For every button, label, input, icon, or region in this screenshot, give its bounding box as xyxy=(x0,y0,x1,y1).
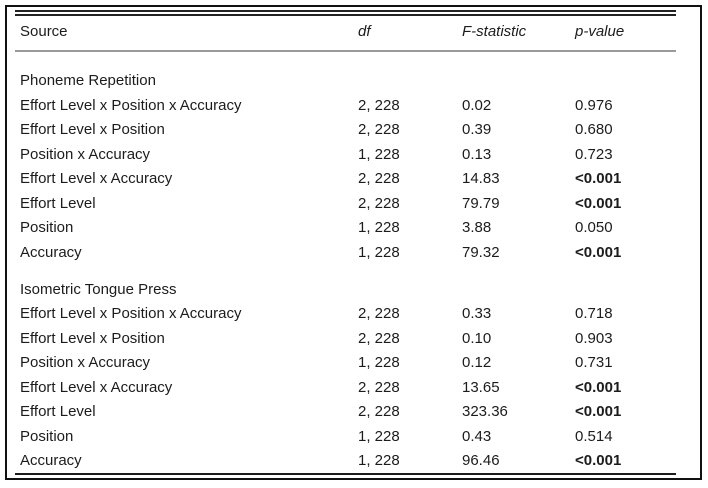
row-p-value: 0.723 xyxy=(575,145,613,163)
row-source: Position xyxy=(20,219,74,237)
row-df: 2, 228 xyxy=(358,378,400,396)
table-row: Position 1, 228 3.88 0.050 xyxy=(7,216,700,241)
table-row: Effort Level x Position 2, 228 0.39 0.68… xyxy=(7,118,700,143)
row-df: 1, 228 xyxy=(358,427,400,445)
row-f-statistic: 0.39 xyxy=(462,121,492,139)
results-table: Source df F-statistic p-value Phoneme Re… xyxy=(5,5,702,480)
table-row: Position 1, 228 0.43 0.514 xyxy=(7,424,700,449)
row-source: Effort Level x Position xyxy=(20,329,165,347)
row-df: 1, 228 xyxy=(358,243,400,261)
row-p-value: 0.050 xyxy=(575,219,613,237)
table-row: Position x Accuracy 1, 228 0.12 0.731 xyxy=(7,351,700,376)
column-header-df: df xyxy=(358,22,371,40)
header-rule xyxy=(15,50,676,52)
row-f-statistic: 0.10 xyxy=(462,329,492,347)
row-p-value: 0.718 xyxy=(575,305,613,323)
row-p-value: <0.001 xyxy=(575,452,622,470)
row-df: 2, 228 xyxy=(358,305,400,323)
table-row: Position x Accuracy 1, 228 0.13 0.723 xyxy=(7,142,700,167)
row-p-value: <0.001 xyxy=(575,194,622,212)
row-f-statistic: 14.83 xyxy=(462,170,500,188)
row-source: Position x Accuracy xyxy=(20,354,151,372)
row-f-statistic: 0.43 xyxy=(462,427,492,445)
table-row: Effort Level x Position 2, 228 0.10 0.90… xyxy=(7,326,700,351)
row-f-statistic: 96.46 xyxy=(462,452,500,470)
row-f-statistic: 79.32 xyxy=(462,243,500,261)
table-row: Accuracy 1, 228 79.32 <0.001 xyxy=(7,240,700,265)
row-source: Effort Level x Position xyxy=(20,121,165,139)
row-df: 2, 228 xyxy=(358,121,400,139)
row-p-value: <0.001 xyxy=(575,170,622,188)
row-source: Effort Level xyxy=(20,194,96,212)
row-df: 1, 228 xyxy=(358,354,400,372)
row-p-value: <0.001 xyxy=(575,378,622,396)
row-f-statistic: 0.33 xyxy=(462,305,492,323)
row-df: 2, 228 xyxy=(358,96,400,114)
column-header-p-value: p-value xyxy=(575,22,625,40)
column-header-source: Source xyxy=(20,22,68,40)
row-f-statistic: 0.13 xyxy=(462,145,492,163)
row-f-statistic: 0.12 xyxy=(462,354,492,372)
row-f-statistic: 79.79 xyxy=(462,194,500,212)
row-df: 1, 228 xyxy=(358,452,400,470)
row-source: Accuracy xyxy=(20,243,82,261)
row-source: Effort Level x Position x Accuracy xyxy=(20,305,242,323)
table-header-row: Source df F-statistic p-value xyxy=(7,16,700,46)
row-p-value: 0.731 xyxy=(575,354,613,372)
row-source: Accuracy xyxy=(20,452,82,470)
row-f-statistic: 323.36 xyxy=(462,403,508,421)
row-df: 2, 228 xyxy=(358,194,400,212)
row-source: Effort Level x Accuracy xyxy=(20,170,173,188)
table-row: Effort Level 2, 228 323.36 <0.001 xyxy=(7,400,700,425)
row-p-value: <0.001 xyxy=(575,403,622,421)
row-df: 2, 228 xyxy=(358,329,400,347)
row-p-value: 0.976 xyxy=(575,96,613,114)
row-source: Effort Level xyxy=(20,403,96,421)
row-f-statistic: 13.65 xyxy=(462,378,500,396)
row-df: 1, 228 xyxy=(358,219,400,237)
row-source: Effort Level x Position x Accuracy xyxy=(20,96,242,114)
row-source: Position x Accuracy xyxy=(20,145,151,163)
row-df: 2, 228 xyxy=(358,403,400,421)
row-df: 1, 228 xyxy=(358,145,400,163)
row-df: 2, 228 xyxy=(358,170,400,188)
column-header-f-statistic: F-statistic xyxy=(462,22,527,40)
row-p-value: <0.001 xyxy=(575,243,622,261)
table-row: Accuracy 1, 228 96.46 <0.001 xyxy=(7,449,700,474)
row-p-value: 0.514 xyxy=(575,427,613,445)
row-source: Effort Level x Accuracy xyxy=(20,378,173,396)
row-f-statistic: 0.02 xyxy=(462,96,492,114)
section-title-phoneme-repetition: Phoneme Repetition xyxy=(7,68,700,93)
section-title-label: Phoneme Repetition xyxy=(20,72,156,89)
table-row: Effort Level x Accuracy 2, 228 13.65 <0.… xyxy=(7,375,700,400)
row-p-value: 0.903 xyxy=(575,329,613,347)
section-title-isometric-tongue-press: Isometric Tongue Press xyxy=(7,277,700,302)
section-gap xyxy=(7,265,700,277)
table-row: Effort Level x Position x Accuracy 2, 22… xyxy=(7,93,700,118)
table-row: Effort Level 2, 228 79.79 <0.001 xyxy=(7,191,700,216)
top-double-rule xyxy=(15,10,676,16)
row-f-statistic: 3.88 xyxy=(462,219,492,237)
bottom-rule xyxy=(15,473,676,475)
table-row: Effort Level x Accuracy 2, 228 14.83 <0.… xyxy=(7,167,700,192)
table-row: Effort Level x Position x Accuracy 2, 22… xyxy=(7,302,700,327)
spacer xyxy=(7,52,700,68)
section-title-label: Isometric Tongue Press xyxy=(20,280,177,298)
row-source: Position xyxy=(20,427,74,445)
row-p-value: 0.680 xyxy=(575,121,613,139)
